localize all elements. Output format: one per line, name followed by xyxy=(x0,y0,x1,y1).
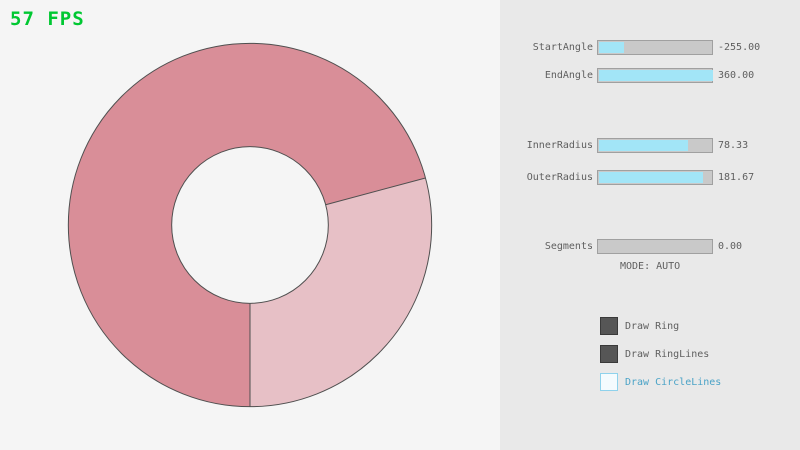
fps-counter: 57 FPS xyxy=(10,8,85,30)
innerradius-value: 78.33 xyxy=(718,140,749,151)
slider-row-startangle: StartAngle -255.00 xyxy=(500,40,800,55)
slider-row-segments: Segments 0.00 xyxy=(500,239,800,254)
slider-row-outerradius: OuterRadius 181.67 xyxy=(500,170,800,185)
draw-ring-checkbox[interactable] xyxy=(600,317,618,335)
checkbox-row-draw-ring: Draw Ring xyxy=(600,317,679,335)
startangle-slider-fill xyxy=(599,42,625,53)
startangle-label: StartAngle xyxy=(532,42,593,53)
segments-mode-label: MODE: AUTO xyxy=(620,261,681,272)
outerradius-slider[interactable] xyxy=(597,170,713,185)
endangle-label: EndAngle xyxy=(544,70,593,81)
render-canvas: 57 FPS xyxy=(10,8,433,408)
innerradius-slider[interactable] xyxy=(597,138,713,153)
ring-inner-outline xyxy=(171,146,329,304)
outerradius-slider-fill xyxy=(599,172,703,183)
innerradius-label: InnerRadius xyxy=(526,140,593,151)
innerradius-slider-fill xyxy=(599,140,688,151)
startangle-value: -255.00 xyxy=(718,42,761,53)
draw-ringlines-label: Draw RingLines xyxy=(625,348,710,360)
draw-circlelines-checkbox[interactable] xyxy=(600,373,618,391)
startangle-slider[interactable] xyxy=(597,40,713,55)
checkbox-row-draw-circlelines: Draw CircleLines xyxy=(600,373,721,391)
draw-ring-label: Draw Ring xyxy=(625,320,680,332)
donut-ring-chart xyxy=(67,42,433,408)
segments-label: Segments xyxy=(544,241,593,252)
ring-end-line xyxy=(325,177,426,206)
slider-row-endangle: EndAngle 360.00 xyxy=(500,68,800,83)
slider-row-innerradius: InnerRadius 78.33 xyxy=(500,138,800,153)
outerradius-label: OuterRadius xyxy=(526,172,593,183)
draw-ringlines-checkbox[interactable] xyxy=(600,345,618,363)
control-panel: StartAngle -255.00 EndAngle 360.00 Inner… xyxy=(500,0,800,450)
checkbox-row-draw-ringlines: Draw RingLines xyxy=(600,345,709,363)
outerradius-value: 181.67 xyxy=(718,172,755,183)
endangle-value: 360.00 xyxy=(718,70,755,81)
segments-slider[interactable] xyxy=(597,239,713,254)
segments-value: 0.00 xyxy=(718,241,743,252)
endangle-slider-fill xyxy=(599,70,713,81)
draw-circlelines-label: Draw CircleLines xyxy=(625,376,722,388)
ring-single-segment xyxy=(250,177,432,407)
endangle-slider[interactable] xyxy=(597,68,713,83)
